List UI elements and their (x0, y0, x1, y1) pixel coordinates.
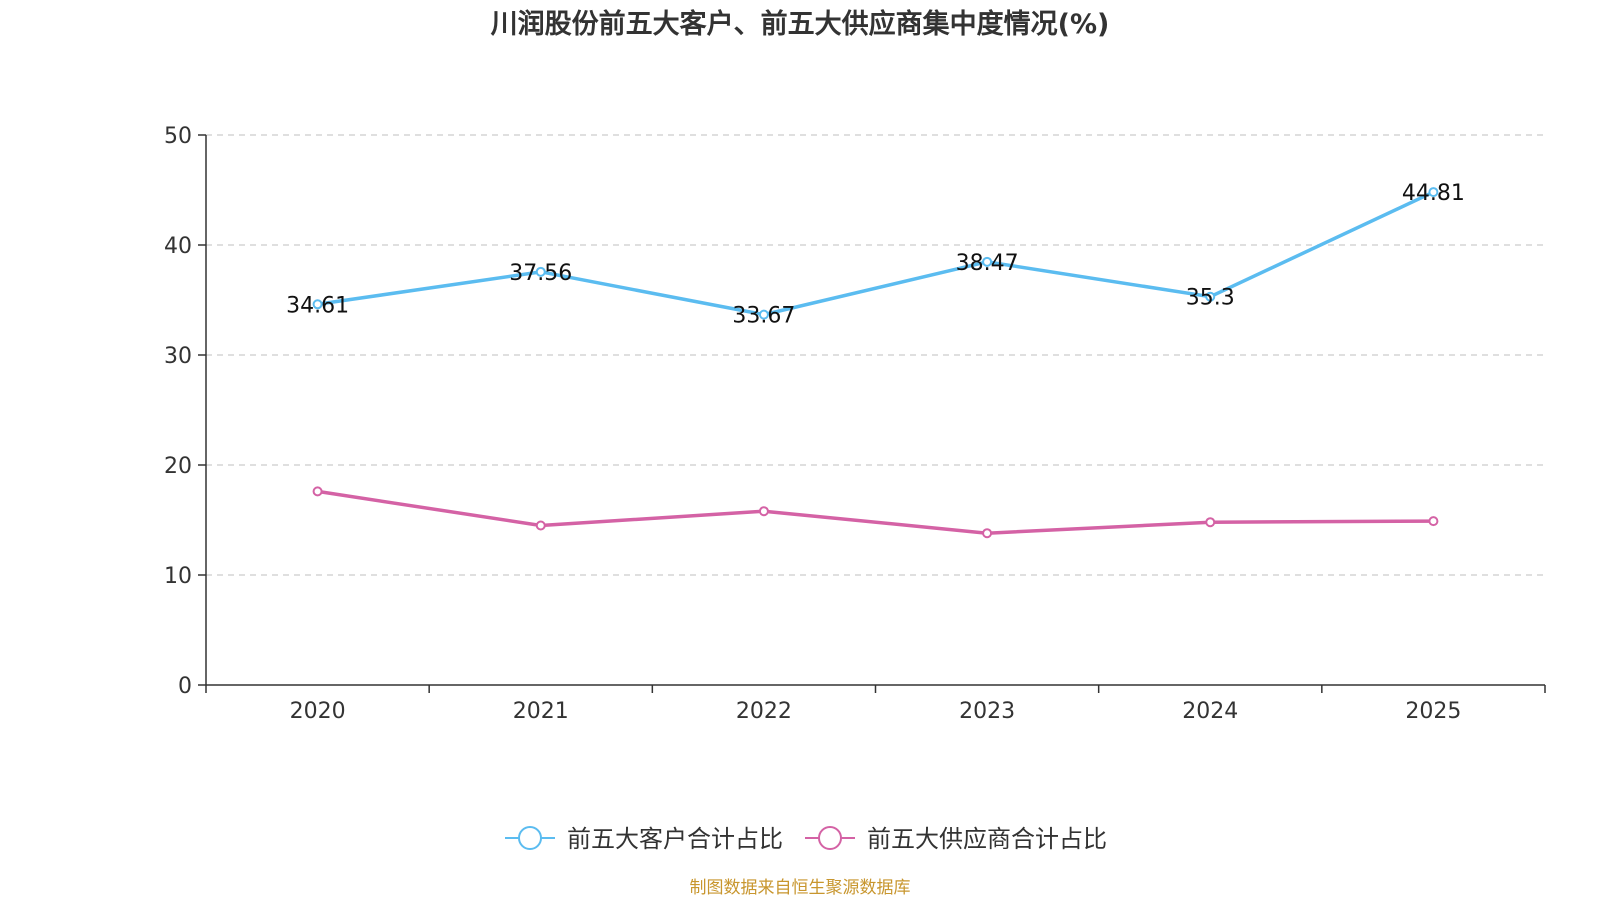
data-point[interactable] (758, 309, 769, 320)
y-tick-label: 50 (164, 124, 192, 149)
data-label: 38.47 (956, 251, 1019, 276)
data-point[interactable] (1205, 517, 1216, 528)
data-point[interactable] (758, 506, 769, 517)
legend-item-2[interactable]: 前五大供应商合计占比 (805, 825, 1107, 853)
y-tick-label: 10 (164, 564, 192, 589)
data-label: 34.61 (286, 293, 349, 318)
y-tick-label: 0 (178, 674, 192, 699)
axes: 0 10 20 30 40 50 2020 2021 2022 2023 2024 2025 (164, 124, 1546, 724)
y-tick-label: 30 (164, 344, 192, 369)
x-tick-label: 2022 (736, 699, 792, 724)
x-tick-label: 2020 (290, 699, 346, 724)
legend-label: 前五大客户合计占比 (567, 825, 783, 853)
data-point[interactable] (535, 520, 546, 531)
series-layer (312, 187, 1439, 539)
data-label: 35.3 (1186, 286, 1235, 311)
data-label: 33.67 (732, 304, 795, 329)
data-point[interactable] (982, 528, 993, 539)
series-line-1 (317, 190, 1435, 317)
y-tick-label: 20 (164, 454, 192, 479)
series-line-2 (317, 489, 1434, 535)
data-point[interactable] (1428, 516, 1439, 527)
x-tick-label: 2021 (513, 699, 569, 724)
x-tick-label: 2023 (959, 699, 1015, 724)
legend[interactable]: 前五大客户合计占比 前五大供应商合计占比 (505, 825, 1107, 853)
data-point[interactable] (1428, 187, 1439, 198)
data-point[interactable] (312, 486, 323, 497)
x-tick-label: 2024 (1182, 699, 1238, 724)
y-tick-label: 40 (164, 234, 192, 259)
gridlines (206, 134, 1545, 576)
data-label: 37.56 (509, 261, 572, 286)
x-tick-label: 2025 (1405, 699, 1461, 724)
chart-title: 川润股份前五大客户、前五大供应商集中度情况(%) (491, 8, 1110, 40)
legend-marker (818, 826, 842, 850)
legend-marker (518, 826, 542, 850)
legend-item-1[interactable]: 前五大客户合计占比 (505, 825, 783, 853)
data-point[interactable] (982, 256, 993, 267)
source-note: 制图数据来自恒生聚源数据库 (690, 878, 911, 898)
legend-label: 前五大供应商合计占比 (867, 825, 1107, 853)
data-point[interactable] (1205, 291, 1216, 302)
data-labels: 34.61 37.56 33.67 38.47 35.3 44.81 (286, 181, 1465, 329)
data-label: 44.81 (1402, 181, 1465, 206)
data-point[interactable] (535, 266, 546, 277)
data-point[interactable] (312, 299, 323, 310)
